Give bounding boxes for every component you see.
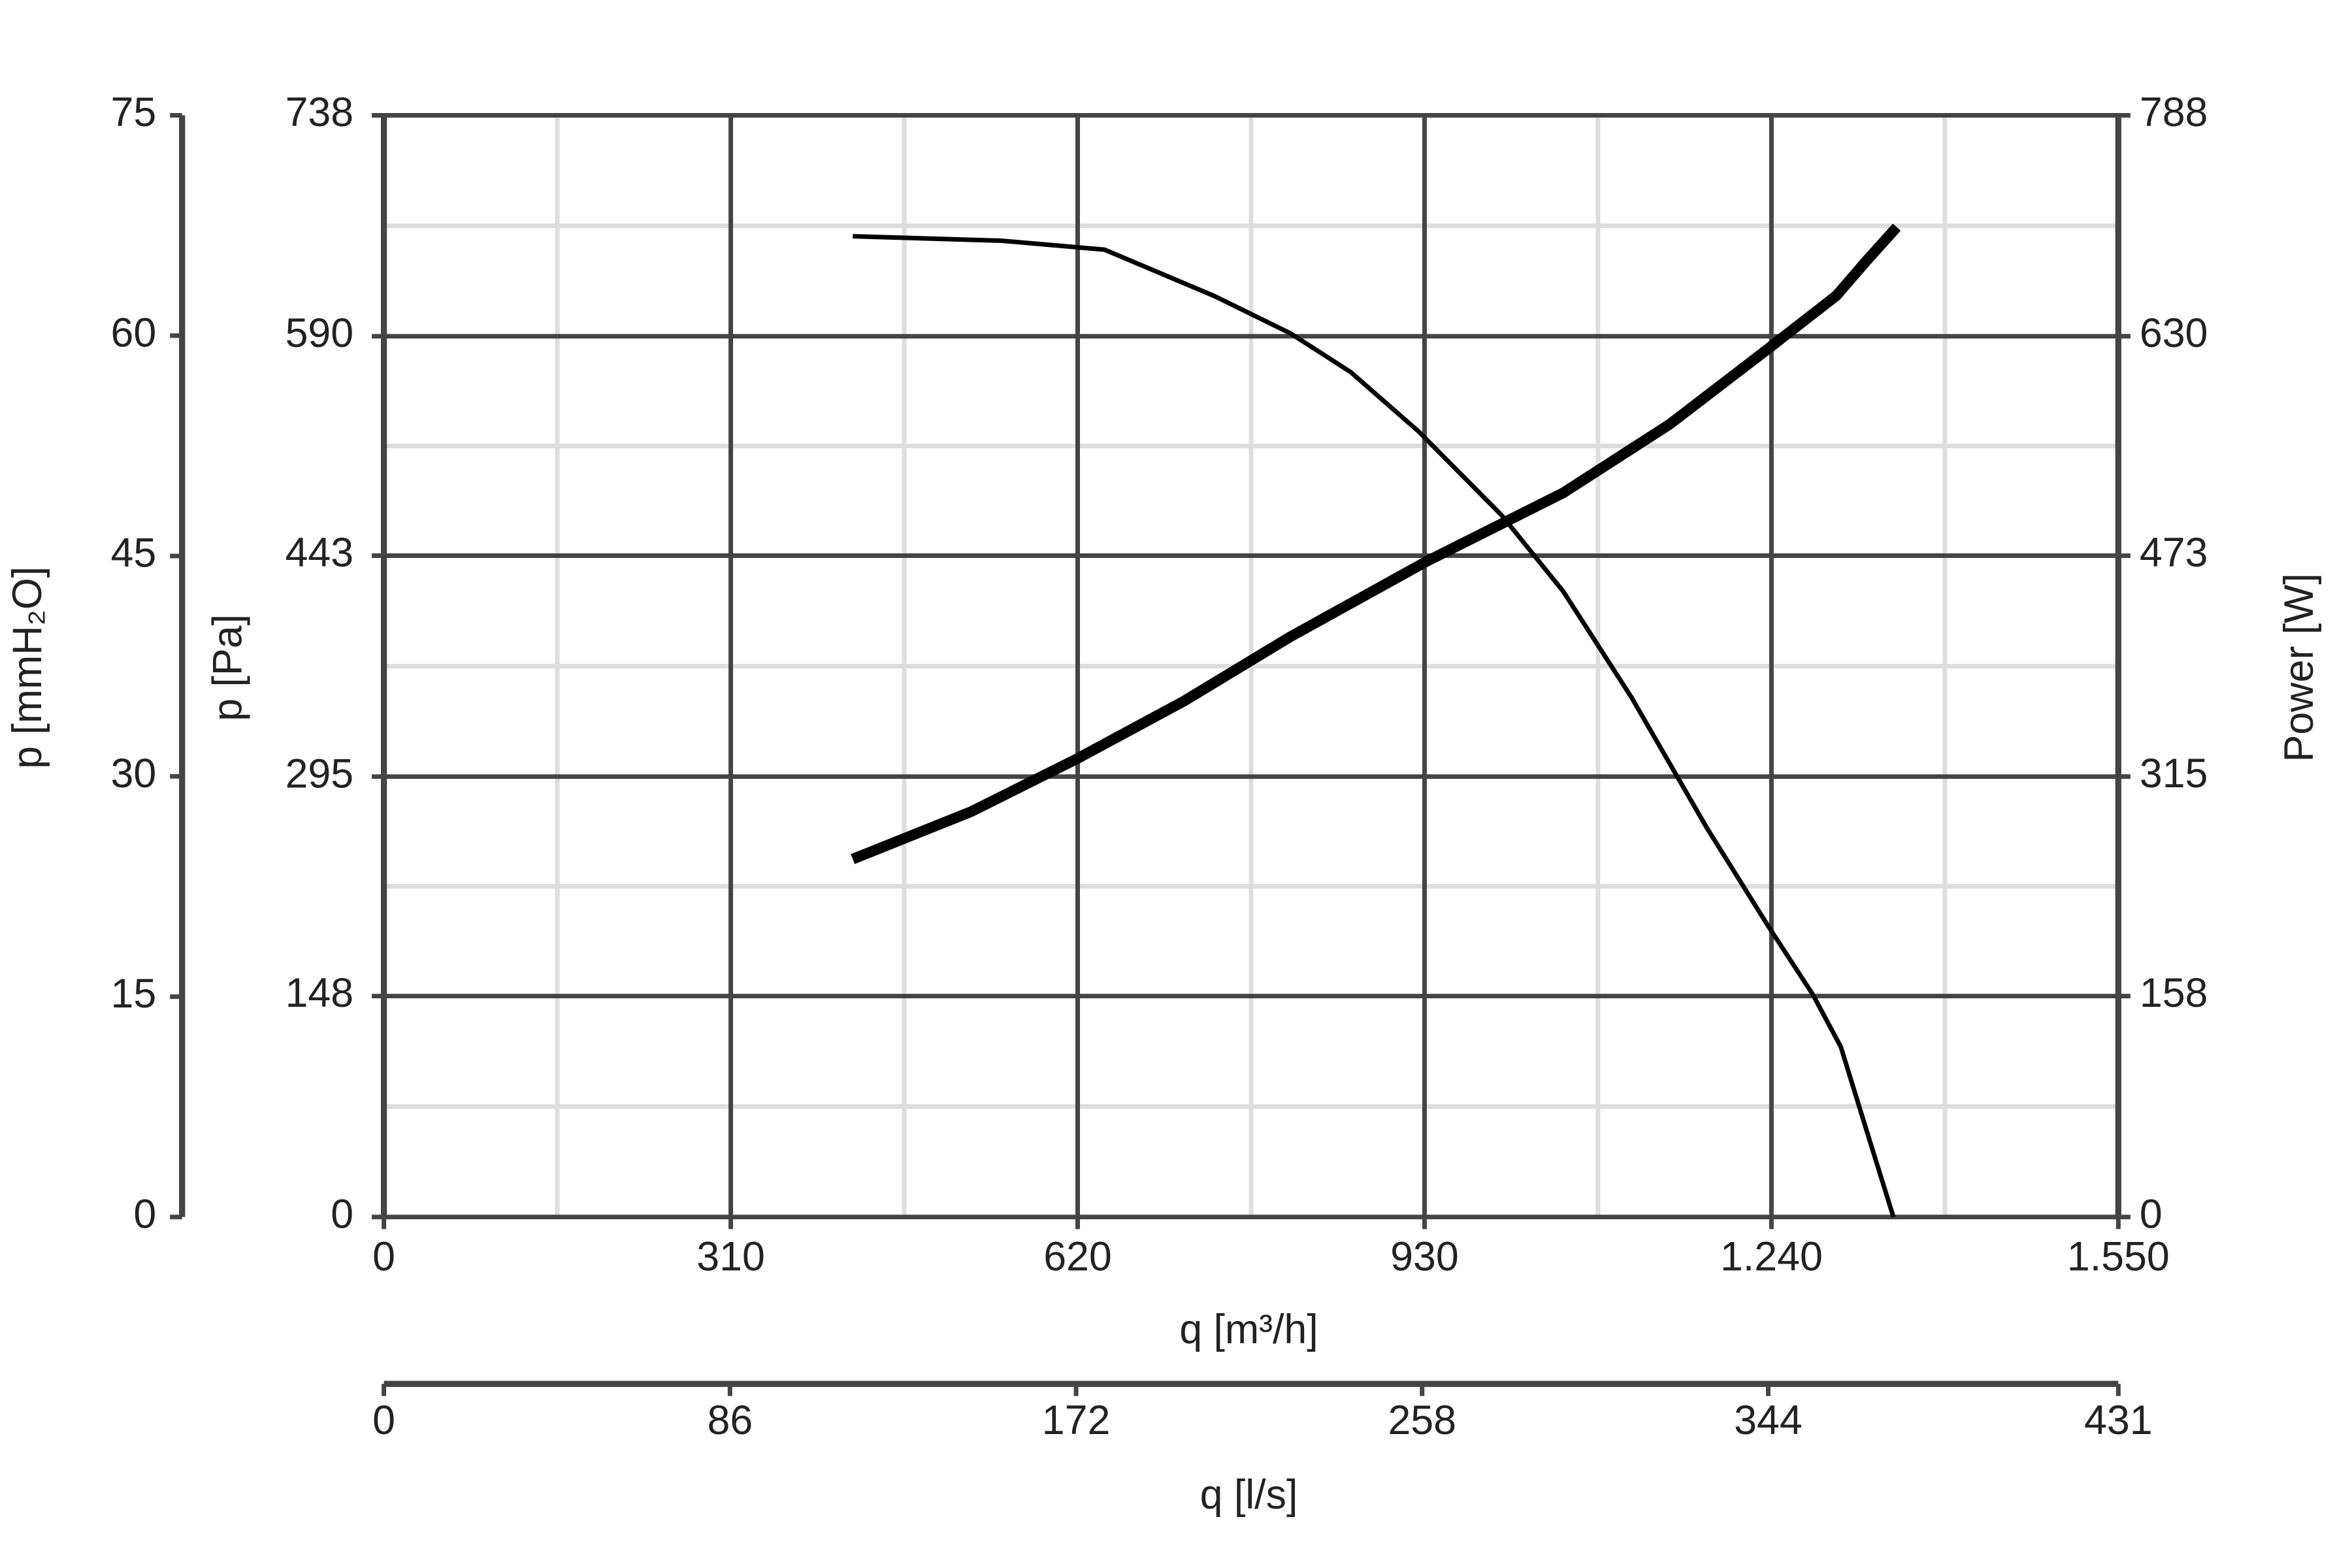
x-tick-label: 1.240 [1720,1233,1823,1279]
curve [853,234,1896,1218]
x-tick-label: 310 [696,1233,765,1279]
y2-tick-label: 630 [2140,310,2208,356]
mmh2o-tick-label: 45 [110,531,156,576]
mmh2o-tick-label: 15 [110,971,156,1017]
y2-tick-label: 315 [2140,751,2208,796]
mmh2o-tick-label: 60 [110,310,156,355]
y2-tick-label: 473 [2140,530,2208,576]
ls-tick-label: 344 [1734,1397,1803,1443]
x-axis-label: q [m³/h] [1179,1307,1318,1352]
mmh2o-tick-label: 0 [133,1191,156,1237]
x-tick-label: 620 [1043,1233,1112,1279]
ls-axis-label: q [l/s] [1200,1472,1298,1518]
y2-tick-label: 158 [2140,970,2208,1016]
ls-tick-label: 0 [372,1397,395,1443]
mmh2o-tick-label: 75 [110,90,156,135]
y-tick-label: 295 [286,751,354,796]
y-tick-label: 0 [331,1191,353,1237]
y-tick-label: 443 [286,530,354,576]
ls-tick-label: 431 [2084,1397,2153,1443]
y2-tick-label: 788 [2140,90,2208,135]
mmh2o-tick-label: 30 [110,751,156,796]
mmh2o-axis-label: p [mmH₂O] [5,566,50,769]
ls-tick-label: 86 [707,1397,753,1443]
x-tick-label: 0 [372,1233,395,1279]
y2-tick-label: 0 [2140,1191,2163,1237]
ls-tick-label: 258 [1388,1397,1456,1443]
y2-axis-label: Power [W] [2276,573,2322,762]
curve [851,223,1901,864]
y-axis-label: p [Pa] [205,614,251,721]
y-tick-label: 148 [286,970,354,1016]
x-tick-label: 1.550 [2067,1233,2170,1279]
y-tick-label: 738 [286,90,354,135]
x-tick-label: 930 [1390,1233,1459,1279]
ls-tick-label: 172 [1042,1397,1111,1443]
y-tick-label: 590 [286,310,354,356]
